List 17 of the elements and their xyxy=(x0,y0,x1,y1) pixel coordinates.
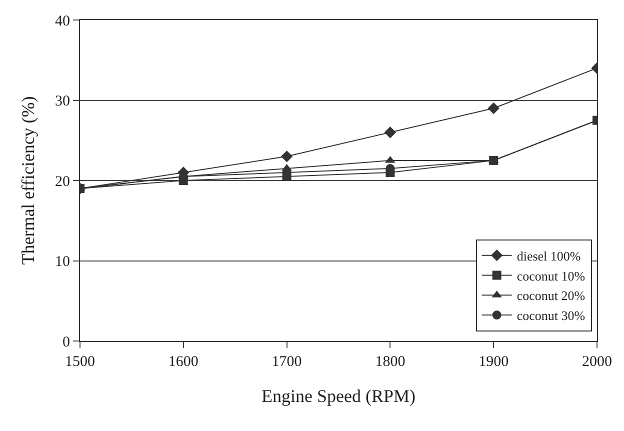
x-tick-label: 1900 xyxy=(478,354,509,370)
y-tick-label: 40 xyxy=(55,13,70,30)
y-tick-label: 10 xyxy=(55,254,70,270)
legend-label: coconut 10% xyxy=(516,268,586,284)
x-tick-label: 1700 xyxy=(272,354,302,370)
x-tick-label: 1500 xyxy=(65,354,95,370)
x-tick-label: 1600 xyxy=(168,354,198,370)
y-tick-label: 20 xyxy=(55,174,70,190)
legend-label: diesel 100% xyxy=(516,248,581,264)
y-tick-label: 30 xyxy=(55,94,70,110)
x-axis-title: Engine Speed (RPM) xyxy=(262,386,416,406)
legend-label: coconut 30% xyxy=(516,308,586,324)
x-tick-label: 1800 xyxy=(375,354,406,370)
x-tick-label: 2000 xyxy=(582,354,612,370)
legend-label: coconut 20% xyxy=(516,288,586,304)
y-axis-title: Thermal efficiency (%) xyxy=(18,96,38,265)
y-tick-label: 0 xyxy=(62,334,70,350)
